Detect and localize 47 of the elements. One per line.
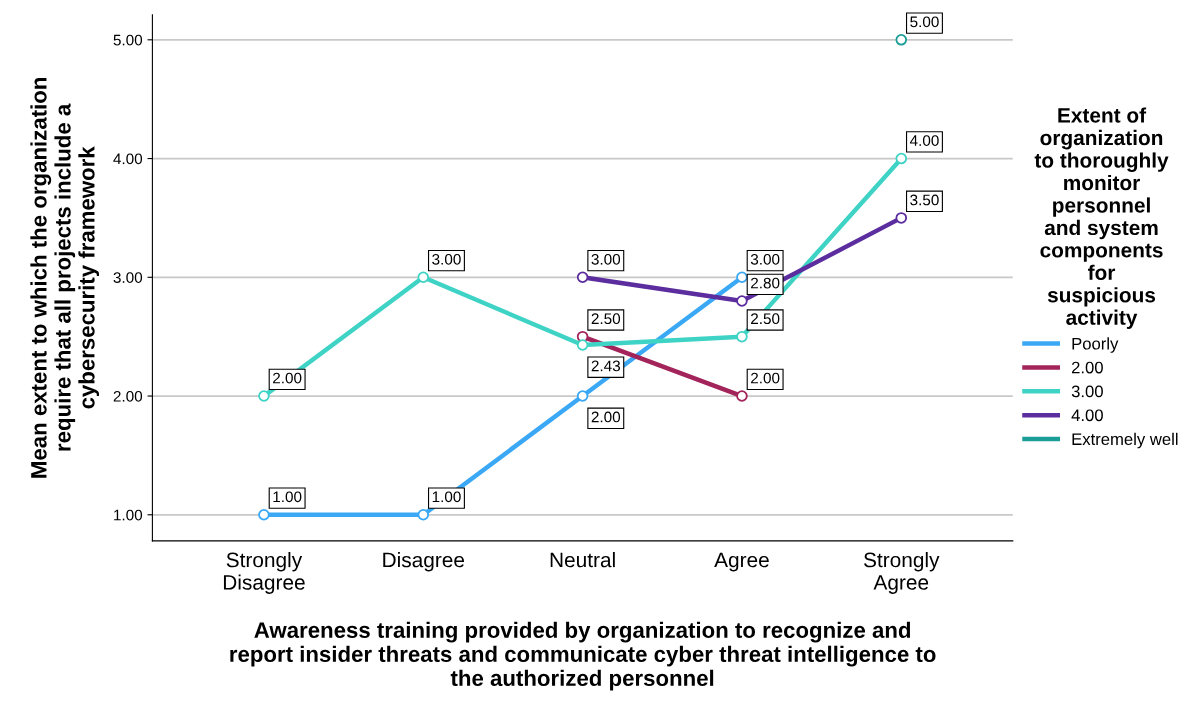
point (736, 295, 748, 307)
point (576, 271, 589, 284)
y-tick-label: 2.00 (113, 390, 143, 402)
data-label: 2.50 (751, 313, 780, 325)
legend-label: Poorly (1072, 337, 1119, 353)
data-label: 1.00 (432, 491, 461, 503)
legend-label: 2.00 (1071, 361, 1103, 374)
y-tick-label: 5.00 (113, 34, 143, 46)
data-label: 5.00 (910, 16, 939, 28)
legend-label: Extremely well (1072, 432, 1178, 449)
point (417, 509, 430, 521)
legend-label: 3.00 (1071, 385, 1103, 398)
data-label: 2.50 (591, 313, 621, 325)
point (736, 390, 748, 402)
data-label: 2.43 (591, 360, 620, 372)
x-tick-label: Strongly Disagree (223, 552, 305, 594)
data-label: 3.50 (910, 194, 939, 206)
y-tick-label: 3.00 (113, 272, 143, 283)
point (736, 271, 748, 284)
data-label: 2.00 (273, 372, 302, 384)
x-axis-title: Awareness training provided by organization to recognize and report insider threats and communicate cyber threat intelligence to the authorized personnel (230, 621, 936, 691)
x-tick-label: Agree (714, 552, 769, 572)
point (417, 271, 430, 284)
data-label: 2.80 (751, 277, 780, 289)
data-label: 2.00 (751, 372, 780, 384)
y-tick-label: 1.00 (114, 509, 143, 521)
data-label: 3.00 (432, 253, 461, 265)
point (576, 339, 589, 351)
text: Extent of organization to thoroughly monitor personnel and system components for suspicious activity (1034, 107, 1169, 329)
data-label: 3.00 (591, 253, 621, 265)
y-tick-label: 4.00 (113, 153, 143, 165)
point (895, 212, 908, 224)
data-label: 1.00 (273, 491, 302, 503)
point (736, 330, 748, 343)
point (895, 152, 908, 165)
x-tick-label: Disagree (383, 552, 465, 572)
legend-label: 4.00 (1071, 409, 1103, 422)
data-label: 4.00 (909, 135, 939, 146)
x-tick-label: Neutral (550, 552, 615, 568)
point (576, 390, 589, 402)
point (895, 34, 908, 46)
point (258, 509, 270, 521)
x-tick-label: Strongly Agree (864, 552, 940, 594)
point (258, 390, 270, 402)
y-axis-title: Mean extent to which the organization require that all projects include a cybersecurity framework (30, 78, 100, 478)
data-label: 2.00 (591, 411, 621, 423)
data-label: 3.00 (750, 253, 780, 265)
